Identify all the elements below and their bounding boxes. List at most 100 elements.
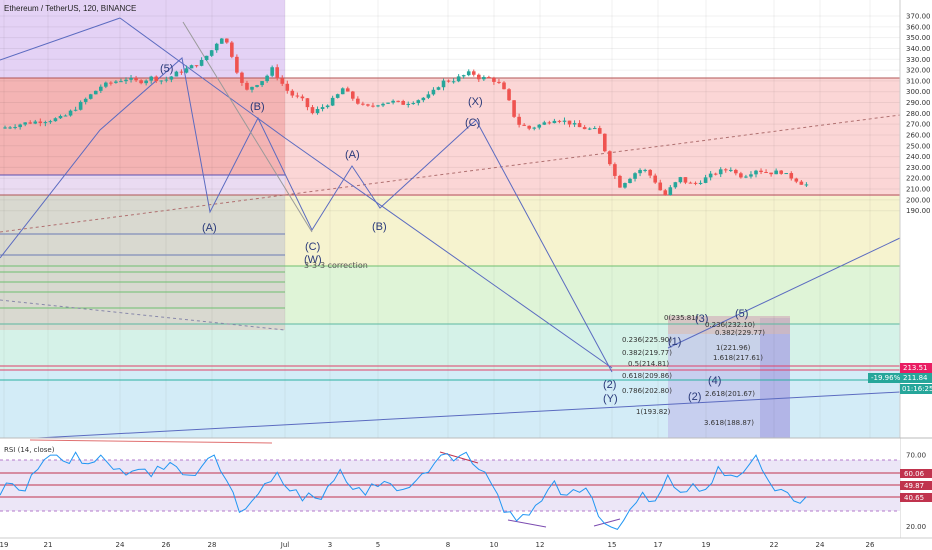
rsi-tick-label: 20.00 (906, 523, 926, 531)
candle-body (199, 59, 204, 66)
price-tick-label: 250.00 (906, 142, 931, 150)
time-tick-label: 3 (328, 541, 332, 549)
candle-body (179, 71, 184, 73)
time-tick-label: 5 (376, 541, 380, 549)
candle-body (477, 74, 481, 80)
candle-body (532, 127, 537, 129)
candle-body (235, 56, 239, 73)
time-tick-label: 22 (770, 541, 779, 549)
candle-body (542, 122, 547, 125)
candle-body (325, 105, 330, 108)
rsi-tag-3 (900, 493, 932, 502)
wave-label: (C) (305, 241, 320, 253)
price2-tag-label: 211.84 (903, 374, 928, 382)
wave-label: (A) (202, 222, 217, 234)
candle-body (678, 177, 683, 183)
candle-body (386, 102, 390, 104)
wave-label: (2) (688, 391, 701, 403)
candle-body (250, 86, 254, 90)
candle-body (497, 81, 501, 83)
candle-body (597, 128, 602, 134)
time-axis[interactable]: 19 21 24 26 28 Jul 3 5 8 10 12 15 17 19 22 24 26 (0, 537, 932, 550)
candle-body (305, 98, 310, 108)
rsi-tick-label: 70.00 (906, 452, 926, 460)
candle-body (693, 182, 698, 184)
fib-ext-label: 3.618(188.87) (704, 419, 754, 427)
price-candles (3, 38, 809, 196)
candle-body (764, 172, 768, 174)
candle-body (381, 103, 385, 106)
candle-body (48, 121, 53, 123)
fib-ext-label: 0.382(229.77) (715, 329, 765, 337)
candle-body (376, 105, 380, 107)
candle-body (356, 98, 360, 104)
fib-label: 1(193.82) (636, 408, 671, 416)
candle-body (557, 120, 562, 122)
candle-body (436, 87, 441, 90)
candle-body (456, 76, 461, 82)
candle-body (219, 38, 224, 44)
price-tick-label: 270.00 (906, 121, 931, 129)
candle-body (13, 127, 17, 129)
candle-body (613, 164, 617, 176)
time-tick-label: 28 (208, 541, 217, 549)
candle-body (73, 109, 78, 111)
candle-body (119, 81, 123, 83)
candle-body (502, 82, 506, 90)
wave-label: (W) (304, 254, 322, 266)
candle-body (623, 183, 627, 188)
wave-label: (1) (668, 336, 681, 348)
wave-label: (A) (345, 149, 360, 161)
candle-body (723, 169, 728, 171)
wave-label: (2) (603, 379, 616, 391)
rsi-tag-2-label: 49.87 (904, 482, 924, 490)
candle-body (487, 77, 491, 79)
candle-body (104, 82, 108, 87)
candle-body (587, 128, 592, 130)
candle-body (285, 83, 290, 91)
time-tick-label: 24 (816, 541, 825, 549)
candle-body (749, 174, 753, 177)
time-tick-label: 8 (446, 541, 450, 549)
time-tick-label: 17 (654, 541, 663, 549)
candle-body (204, 55, 209, 60)
candle-body (300, 96, 305, 99)
candle-body (43, 122, 48, 124)
candle-body (230, 42, 234, 57)
last-price-tag (900, 363, 932, 373)
time-tick-label: 26 (866, 541, 875, 549)
candle-body (270, 67, 274, 76)
candle-body (345, 88, 350, 92)
candle-body (658, 182, 663, 191)
background-zones (0, 0, 900, 438)
candle-body (734, 169, 738, 174)
chart-title: Ethereum / TetherUS, 120, BINANCE (4, 4, 136, 13)
wave-label: (C) (465, 117, 480, 129)
candle-body (638, 169, 642, 174)
time-tick-label: 21 (44, 541, 53, 549)
candle-body (416, 100, 421, 104)
fib-ext-label: 1(221.96) (716, 344, 751, 352)
rsi-pane[interactable]: RSI (14, close) 70.00 20.00 60.06 49.87 4… (0, 437, 932, 538)
price-tick-label: 220.00 (906, 175, 931, 183)
candle-body (340, 88, 345, 95)
correction-annotation: 3-3-3 correction (304, 261, 368, 270)
candle-body (38, 121, 43, 124)
price-tick-label: 370.00 (906, 13, 931, 21)
candle-body (280, 78, 285, 84)
time-tick-label: 19 (702, 541, 711, 549)
candle-body (537, 124, 542, 128)
time-tick-label: 19 (0, 541, 8, 549)
candle-body (603, 133, 607, 152)
candle-body (63, 115, 68, 117)
candle-body (78, 101, 83, 110)
candle-body (759, 170, 763, 173)
price-tick-label: 310.00 (906, 77, 931, 85)
wave-label: (5) (735, 308, 748, 320)
candle-body (527, 125, 531, 129)
change-tag-label: -19.96% (871, 374, 901, 382)
countdown-tag (900, 384, 932, 394)
fib-label: 0.786(202.80) (622, 387, 672, 395)
candle-body (371, 105, 375, 107)
